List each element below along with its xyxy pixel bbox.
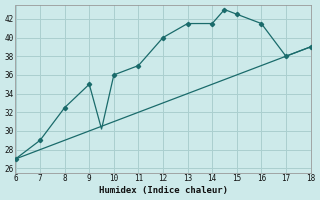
X-axis label: Humidex (Indice chaleur): Humidex (Indice chaleur) <box>99 186 228 195</box>
